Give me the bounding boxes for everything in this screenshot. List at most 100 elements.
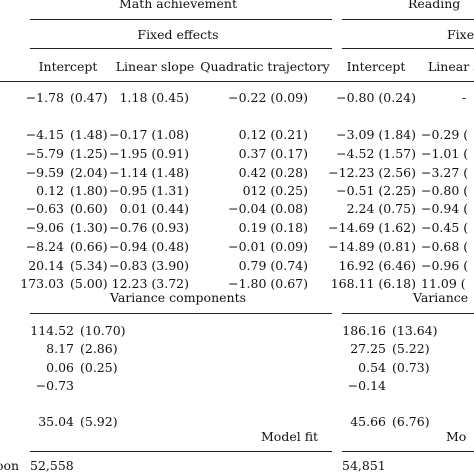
math-intercept-se: (5.34) (70, 258, 108, 273)
math-linear-slope: −0.76 (0.93) (109, 220, 189, 235)
math-intercept-value: −1.78 (25, 90, 64, 105)
math-variance-se: (5.92) (80, 414, 118, 429)
reading-linear-slope: 11.09 ( (421, 276, 466, 291)
math-intercept-se: (5.00) (70, 276, 108, 291)
math-linear-slope: −1.95 (0.91) (109, 146, 189, 161)
math-quadratic: −0.22 (0.09) (228, 90, 308, 105)
reading-intercept: −12.23 (2.56) (328, 165, 416, 180)
reading-linear-slope: −0.45 ( (421, 220, 469, 235)
reading-linear-slope: - (462, 90, 467, 105)
reading-model-fit-value: 54,851 (342, 458, 386, 473)
math-linear-slope: −1.14 (1.48) (109, 165, 189, 180)
math-intercept-se: (1.80) (70, 183, 108, 198)
math-intercept-value: −5.79 (25, 146, 64, 161)
math-variance-value: 0.06 (46, 360, 74, 375)
math-intercept-value: 20.14 (28, 258, 64, 273)
reading-intercept: −0.51 (2.25) (336, 183, 416, 198)
reading-linear-slope: −0.96 ( (421, 258, 469, 273)
math-intercept-value: −8.24 (25, 239, 64, 254)
reading-intercept: −4.52 (1.57) (336, 146, 416, 161)
math-linear-slope: 1.18 (0.45) (119, 90, 189, 105)
math-linear-slope: −0.83 (3.90) (109, 258, 189, 273)
math-quadratic: 0.12 (0.21) (238, 127, 308, 142)
reading-variance-se: (13.64) (392, 323, 438, 338)
math-quadratic: 0.19 (0.18) (238, 220, 308, 235)
math-intercept-se: (2.04) (70, 165, 108, 180)
math-intercept-se: (0.66) (70, 239, 108, 254)
math-intercept-value: −9.59 (25, 165, 64, 180)
intercept-math-header: Intercept (38, 59, 98, 74)
reading-variance-value: 0.54 (358, 360, 386, 375)
variance-math-rule (30, 313, 332, 314)
math-variance-value: −0.73 (35, 378, 74, 393)
reading-variance-se: (6.76) (392, 414, 430, 429)
math-variance-se: (0.25) (80, 360, 118, 375)
reading-header-rule (342, 19, 474, 20)
reading-linear-slope: −0.29 ( (421, 127, 469, 142)
variance-components-math-header: Variance components (109, 290, 247, 305)
math-quadratic: −1.80 (0.67) (228, 276, 308, 291)
math-variance-se: (10.70) (80, 323, 126, 338)
math-intercept-se: (0.47) (70, 90, 108, 105)
math-quadratic: 0.79 (0.74) (238, 258, 308, 273)
math-variance-value: 35.04 (38, 414, 74, 429)
math-achievement-header: Math achievement (119, 0, 237, 11)
math-intercept-value: −0.63 (25, 201, 64, 216)
reading-variance-value: 27.25 (350, 341, 386, 356)
reading-intercept: −14.89 (0.81) (328, 239, 416, 254)
model-fit-reading-header: Mo (446, 429, 467, 444)
variance-reading-rule (342, 313, 474, 314)
model-fit-math-rule (30, 451, 332, 452)
reading-intercept: 2.24 (0.75) (346, 201, 416, 216)
math-variance-value: 114.52 (30, 323, 74, 338)
reading-intercept: −3.09 (1.84) (336, 127, 416, 142)
reading-intercept: −14.69 (1.62) (328, 220, 416, 235)
math-intercept-value: −9.06 (25, 220, 64, 235)
model-fit-reading-rule (342, 451, 474, 452)
math-variance-se: (2.86) (80, 341, 118, 356)
reading-linear-slope: −1.01 ( (421, 146, 469, 161)
reading-variance-se: (5.22) (392, 341, 430, 356)
math-intercept-se: (1.30) (70, 220, 108, 235)
math-quadratic: 012 (0.25) (242, 183, 308, 198)
reading-linear-slope: −0.94 ( (421, 201, 469, 216)
math-intercept-se: (0.60) (70, 201, 108, 216)
reading-intercept: 16.92 (6.46) (338, 258, 416, 273)
reading-variance-value: −0.14 (347, 378, 386, 393)
reading-linear-slope: −0.80 ( (421, 183, 469, 198)
reading-variance-value: 186.16 (342, 323, 386, 338)
model-fit-math-header: Model fit (261, 429, 319, 444)
reading-intercept: 168.11 (6.18) (330, 276, 416, 291)
math-intercept-se: (1.25) (70, 146, 108, 161)
math-linear-slope: −0.17 (1.08) (109, 127, 189, 142)
quadratic-math-header: Quadratic trajectory (200, 59, 330, 74)
math-quadratic: −0.01 (0.09) (228, 239, 308, 254)
math-header-rule (30, 19, 332, 20)
fixed-effects-reading-header: Fixe (447, 27, 474, 42)
math-quadratic: −0.04 (0.08) (228, 201, 308, 216)
reading-intercept: −0.80 (0.24) (336, 90, 416, 105)
fixed-effects-reading-rule (342, 48, 474, 49)
variance-components-reading-header: Variance (413, 290, 469, 305)
column-header-rule (0, 81, 474, 83)
math-linear-slope: −0.94 (0.48) (109, 239, 189, 254)
math-linear-slope: 12.23 (3.72) (111, 276, 189, 291)
reading-linear-slope: −3.27 ( (421, 165, 469, 180)
reading-variance-value: 45.66 (350, 414, 386, 429)
model-fit-row-label: oon (0, 458, 20, 473)
fixed-effects-math-rule (30, 48, 332, 49)
linear-slope-reading-header: Linear s (428, 59, 474, 74)
reading-achievement-header: Reading (408, 0, 461, 11)
math-quadratic: 0.37 (0.17) (238, 146, 308, 161)
math-intercept-value: 173.03 (20, 276, 64, 291)
reading-linear-slope: −0.68 ( (421, 239, 469, 254)
reading-variance-se: (0.73) (392, 360, 430, 375)
math-quadratic: 0.42 (0.28) (238, 165, 308, 180)
math-linear-slope: −0.95 (1.31) (109, 183, 189, 198)
math-intercept-value: 0.12 (36, 183, 64, 198)
math-intercept-value: −4.15 (25, 127, 64, 142)
math-variance-value: 8.17 (46, 341, 74, 356)
intercept-reading-header: Intercept (346, 59, 406, 74)
math-model-fit-value: 52,558 (30, 458, 74, 473)
math-linear-slope: 0.01 (0.44) (119, 201, 189, 216)
